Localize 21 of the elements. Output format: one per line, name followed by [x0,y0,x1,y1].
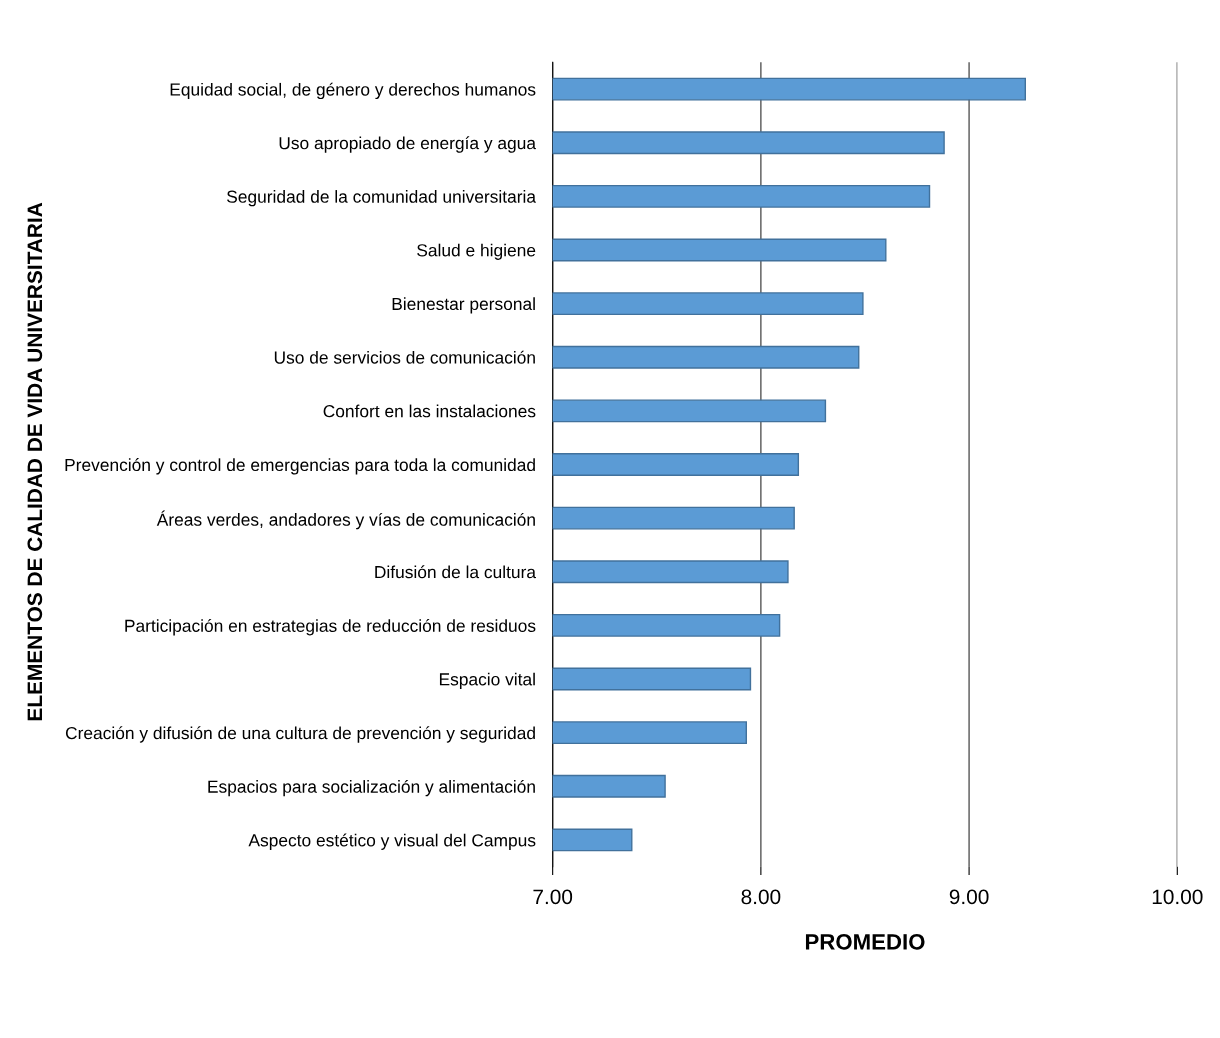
x-tick-label: 7.00 [533,889,573,905]
y-tick-label: Uso de servicios de comunicación [274,350,535,364]
y-tick-label: Creación y difusión de una cultura de prevención y seguridad [65,726,535,743]
y-tick-label: Participación en estrategias de reducción de residuos [125,619,536,636]
y-tick-label: Bienestar personal [392,297,535,314]
x-tick-label: 8.00 [741,889,781,905]
y-tick-label: Prevención y control de emergencias para toda la comunidad [65,458,535,475]
y-tick-label: Aspecto estético y visual del Campus [248,833,536,850]
y-tick-label: Confort en las instalaciones [323,404,536,418]
x-axis-title: PROMEDIO [805,933,925,950]
x-tick-label: 9.00 [949,889,989,905]
y-tick-label: Equidad social, de género y derechos humanos [170,82,536,100]
y-tick-label: Difusión de la cultura [375,565,536,579]
y-tick-label: Espacio vital [439,672,535,689]
y-tick-label: Seguridad de la comunidad universitaria [227,190,537,207]
y-axis-title: ELEMENTOS DE CALIDAD DE VIDA UNIVERSITARIA [27,202,43,721]
y-tick-label: Áreas verdes, andadores y vías de comunicación [156,510,535,530]
x-tick-label: 10.00 [1152,889,1203,905]
y-tick-label: Espacios para socialización y alimentación [208,779,535,797]
y-tick-label: Salud e higiene [417,243,536,260]
y-tick-label: Uso apropiado de energía y agua [279,136,537,153]
